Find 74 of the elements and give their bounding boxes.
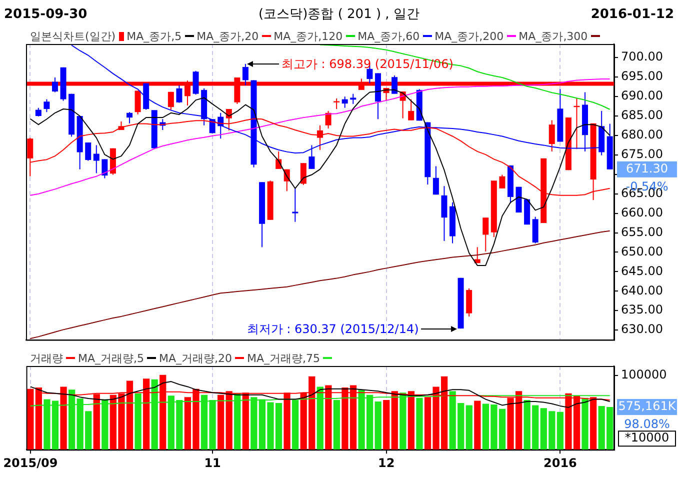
bar <box>383 400 390 450</box>
candlestick <box>44 98 50 113</box>
bar <box>218 394 224 450</box>
y-tick-label: 695.00 <box>621 69 663 84</box>
bar <box>474 400 481 450</box>
y-tick-label: 630.00 <box>621 322 663 336</box>
x-tick-label: 2015/09 <box>3 456 58 470</box>
legend-label: 일본식차트(일간) <box>30 28 116 44</box>
y-tick-label: 635.00 <box>621 302 663 317</box>
bar <box>582 398 588 450</box>
y-tick-label: 650.00 <box>621 244 663 258</box>
text: 2016-01-12 <box>590 6 674 22</box>
y-tick-label: 675.00 <box>621 147 663 162</box>
candlestick <box>85 142 92 162</box>
text: 98.08% <box>624 417 670 432</box>
legend-label: MA_종가,300 <box>518 28 588 44</box>
bar <box>60 386 67 450</box>
y-tick-label: 690.00 <box>621 88 663 103</box>
candlestick <box>52 76 58 93</box>
legend-label: MA_종가,20 <box>196 28 259 44</box>
candlestick <box>242 63 248 86</box>
candlestick <box>432 166 439 196</box>
candlestick <box>548 120 555 152</box>
y-tick-label: 700.00 <box>621 50 663 64</box>
x-tick-label: 11 <box>204 456 221 470</box>
candlestick <box>474 246 480 264</box>
candlestick <box>102 158 108 179</box>
candlestick <box>532 216 538 244</box>
candlestick <box>342 96 348 108</box>
y-tick-label: 640.00 <box>621 283 663 298</box>
legend-label: MA_종가,120 <box>274 28 343 44</box>
bar <box>27 388 34 450</box>
y-tick-label: 660.00 <box>621 205 663 220</box>
candlestick <box>300 162 306 186</box>
candlestick <box>482 217 489 252</box>
y-tick-label: 680.00 <box>621 128 663 142</box>
candlestick <box>192 70 199 96</box>
candlestick <box>126 112 133 124</box>
annotation: 최저가 : 630.37 (2015/12/14) <box>246 320 419 338</box>
candlestick <box>176 84 182 104</box>
legend-label: MA_거래량,20 <box>159 350 232 366</box>
y-tick-label: 685.00 <box>621 108 663 122</box>
candlestick <box>334 98 340 110</box>
text: 2015-09-30 <box>4 6 88 22</box>
candlestick <box>350 93 356 104</box>
bar <box>466 405 472 450</box>
legend-label: MA_종가,5 <box>126 28 182 44</box>
candlestick <box>325 110 332 129</box>
bar <box>556 412 564 450</box>
y-tick-label: 655.00 <box>621 224 663 239</box>
candlestick <box>441 186 448 242</box>
legend-label: MA_종가,200 <box>434 28 504 44</box>
y-tick-label: 100000 <box>621 368 667 382</box>
y-tick-label: 645.00 <box>621 264 663 278</box>
candlestick <box>499 174 506 189</box>
legend-label: 거래량 <box>30 350 63 366</box>
candlestick <box>466 288 472 317</box>
annotation: 최고가 : 698.39 (2015/11/06) <box>281 56 454 73</box>
x-tick-label: 2016 <box>543 456 577 470</box>
x-tick-label: 12 <box>378 456 395 470</box>
candlestick <box>93 144 100 174</box>
text: 575,161K <box>618 399 677 414</box>
candlestick <box>292 188 298 222</box>
candlestick <box>168 91 174 110</box>
legend-label: MA_종가,60 <box>358 28 420 44</box>
bar <box>374 402 382 450</box>
candlestick <box>408 98 414 121</box>
candlestick <box>134 90 141 115</box>
chart-title: (코스닥)종합 ( 201 ) , 일간 <box>258 6 420 23</box>
text: 671.30 <box>626 161 668 176</box>
legend-label: MA_거래량,75 <box>247 350 320 366</box>
legend-label: MA_거래량,5 <box>78 350 144 366</box>
y-axis-title: *10000 <box>624 430 670 445</box>
candlestick <box>392 75 398 94</box>
